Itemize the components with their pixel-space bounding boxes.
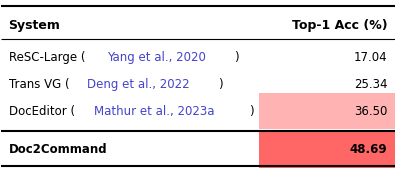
Text: System: System: [9, 19, 61, 32]
Text: 48.69: 48.69: [350, 143, 387, 156]
Text: Deng et al., 2022: Deng et al., 2022: [87, 78, 189, 91]
Text: Top-1 Acc (%): Top-1 Acc (%): [292, 19, 387, 32]
Text: Doc2Command: Doc2Command: [9, 143, 107, 156]
Text: DocEditor (: DocEditor (: [9, 105, 75, 118]
Text: 36.50: 36.50: [354, 105, 387, 118]
Text: ReSC-Large (: ReSC-Large (: [9, 51, 85, 64]
Text: ): ): [219, 78, 223, 91]
Bar: [259, 131, 395, 168]
Text: Trans VG (: Trans VG (: [9, 78, 69, 91]
Bar: [259, 93, 395, 129]
Text: 25.34: 25.34: [354, 78, 387, 91]
Text: ): ): [234, 51, 239, 64]
Text: ): ): [249, 105, 253, 118]
Text: 17.04: 17.04: [354, 51, 387, 64]
Text: Mathur et al., 2023a: Mathur et al., 2023a: [93, 105, 214, 118]
Text: Yang et al., 2020: Yang et al., 2020: [107, 51, 206, 64]
